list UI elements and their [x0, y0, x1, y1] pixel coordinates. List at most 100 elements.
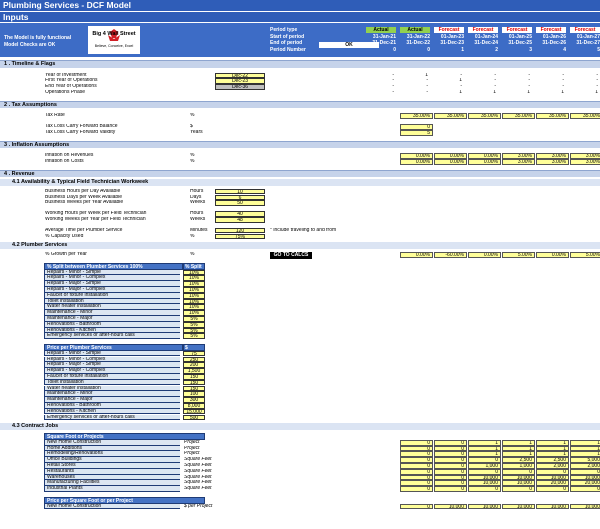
period-number: 5 — [597, 46, 600, 53]
value-cell: 10,000 — [570, 474, 600, 481]
table-row-label: Repairs - Major - Simple — [44, 281, 180, 287]
section-header: 4 . Revenue — [0, 169, 600, 178]
table-header: Price per Plumber Services — [44, 344, 183, 351]
input-cell: 120 — [215, 227, 265, 234]
value-cell: - — [528, 84, 530, 90]
value-cell: 0 — [434, 463, 467, 469]
input-cell: 75 — [183, 350, 205, 357]
value-cell: 0 — [400, 480, 433, 487]
row-unit: % — [190, 153, 195, 159]
table-row-label: Renovations - Bathroom — [44, 402, 180, 409]
table-row-label: Water heater installation — [44, 304, 180, 311]
row-unit: Days — [190, 194, 202, 200]
table-row-label: Repairs - Minor - Simple — [44, 269, 180, 276]
value-cell: 3.00% — [536, 153, 569, 159]
row-unit: $ per Project — [184, 503, 213, 509]
value-cell: 3.00% — [502, 158, 535, 165]
value-cell: 35.00% — [570, 113, 600, 119]
model-status: The Model is fully functional — [4, 35, 72, 41]
row-label: Working Weeks per Year per Field Technic… — [45, 216, 146, 222]
row-note: * include traveling to and from — [270, 227, 337, 233]
value-cell: 3.00% — [536, 158, 569, 165]
input-cell: 10% — [183, 310, 205, 316]
table-row-label: Remodeling/Renovations — [44, 451, 180, 458]
value-cell: 1 — [502, 439, 535, 446]
start-date: 31-Jan-22 — [406, 33, 430, 40]
value-cell: 0 — [502, 486, 535, 492]
value-cell: 3.00% — [570, 158, 600, 165]
value-cell: 0 — [468, 486, 501, 492]
input-cell: 40 — [215, 211, 265, 217]
input-cell: 50 — [215, 200, 265, 207]
table-row-label: Manufacturing Facilities — [44, 480, 180, 487]
value-cell: - — [392, 78, 394, 84]
value-cell: 1 — [459, 89, 462, 95]
value-cell: 0 — [434, 439, 467, 446]
end-date: 31-Dec-26 — [542, 40, 566, 46]
value-cell: 1 — [493, 89, 496, 95]
period-number: 0 — [393, 46, 396, 53]
value-cell: 1 — [536, 445, 569, 452]
end-date: 31-Dec-21 — [372, 40, 396, 46]
table-row-label: Maintenance - Major — [44, 397, 180, 403]
value-cell: - — [392, 89, 394, 95]
value-cell: 1 — [468, 451, 501, 458]
value-cell: 5 — [400, 129, 433, 136]
value-cell: 35.00% — [502, 113, 535, 119]
value-cell: 0 — [434, 445, 467, 452]
logo-art — [108, 29, 120, 41]
value-cell: 0 — [400, 451, 433, 458]
value-cell: 0 — [434, 474, 467, 481]
value-cell: 0.00% — [400, 158, 433, 165]
start-date: 01-Jan-24 — [474, 33, 498, 40]
value-cell: 0 — [400, 439, 433, 446]
input-cell: 500 — [183, 414, 205, 421]
sheet-subtitle: Inputs — [0, 11, 600, 22]
subsection-header: 4.3 Contract Jobs — [0, 423, 600, 431]
row-label: Average Time per Plumber Service — [45, 227, 123, 233]
value-cell: 0.00% — [468, 158, 501, 165]
value-cell: 0 — [434, 486, 467, 492]
period-number: 0 — [427, 46, 430, 53]
value-cell: 10,000 — [570, 503, 600, 510]
value-cell: 5.00% — [502, 252, 535, 259]
table-row-label: Repairs - Minor - Complex — [44, 275, 180, 282]
value-cell: 0 — [400, 468, 433, 475]
row-label: Business Hours per Day Available — [45, 188, 121, 194]
row-label: % Capacity Used — [45, 233, 84, 239]
value-cell: 0 — [434, 451, 467, 458]
table-row-label: Toilet installation — [44, 379, 180, 386]
table-row-label: Renovations - Kitchen — [44, 408, 180, 415]
table-row-label: New Home Construction — [44, 503, 180, 510]
value-cell: - — [596, 72, 598, 78]
input-cell: 5% — [183, 316, 205, 322]
value-cell: 3.00% — [570, 153, 600, 159]
value-cell: - — [596, 84, 598, 90]
value-cell: 10,000 — [502, 503, 535, 510]
end-date: 31-Dec-23 — [440, 40, 464, 46]
end-date: 31-Dec-22 — [406, 40, 430, 46]
input-cell: 250 — [183, 356, 205, 363]
input-cell: 10% — [183, 292, 205, 299]
period-type: Forecast — [502, 26, 532, 33]
value-cell: - — [528, 72, 530, 78]
value-cell: 0.00% — [434, 153, 467, 159]
value-cell: 10,000 — [434, 503, 467, 510]
period-type: Actual — [366, 26, 396, 33]
value-cell: 0 — [536, 486, 569, 492]
row-label: Business Days per Week Available — [45, 194, 123, 200]
value-cell: 10,000 — [468, 480, 501, 487]
logo-tagline: Believe, Conceive, Excel — [94, 44, 134, 48]
value-cell: 0.00% — [400, 153, 433, 159]
value-cell: 0.00% — [536, 252, 569, 259]
value-cell: 0 — [434, 480, 467, 487]
value-cell: - — [494, 72, 496, 78]
go-to-calcs-button[interactable]: GO TO CALCS — [270, 251, 312, 259]
table-row-label: Maintenance - Minor — [44, 391, 180, 398]
period-number: 2 — [495, 46, 498, 53]
value-cell: 1 — [425, 72, 428, 78]
subsection-header: 4.1 Availability & Typical Field Technic… — [0, 178, 600, 186]
input-cell: 6 — [215, 194, 265, 201]
value-cell: 10,000 — [502, 474, 535, 481]
